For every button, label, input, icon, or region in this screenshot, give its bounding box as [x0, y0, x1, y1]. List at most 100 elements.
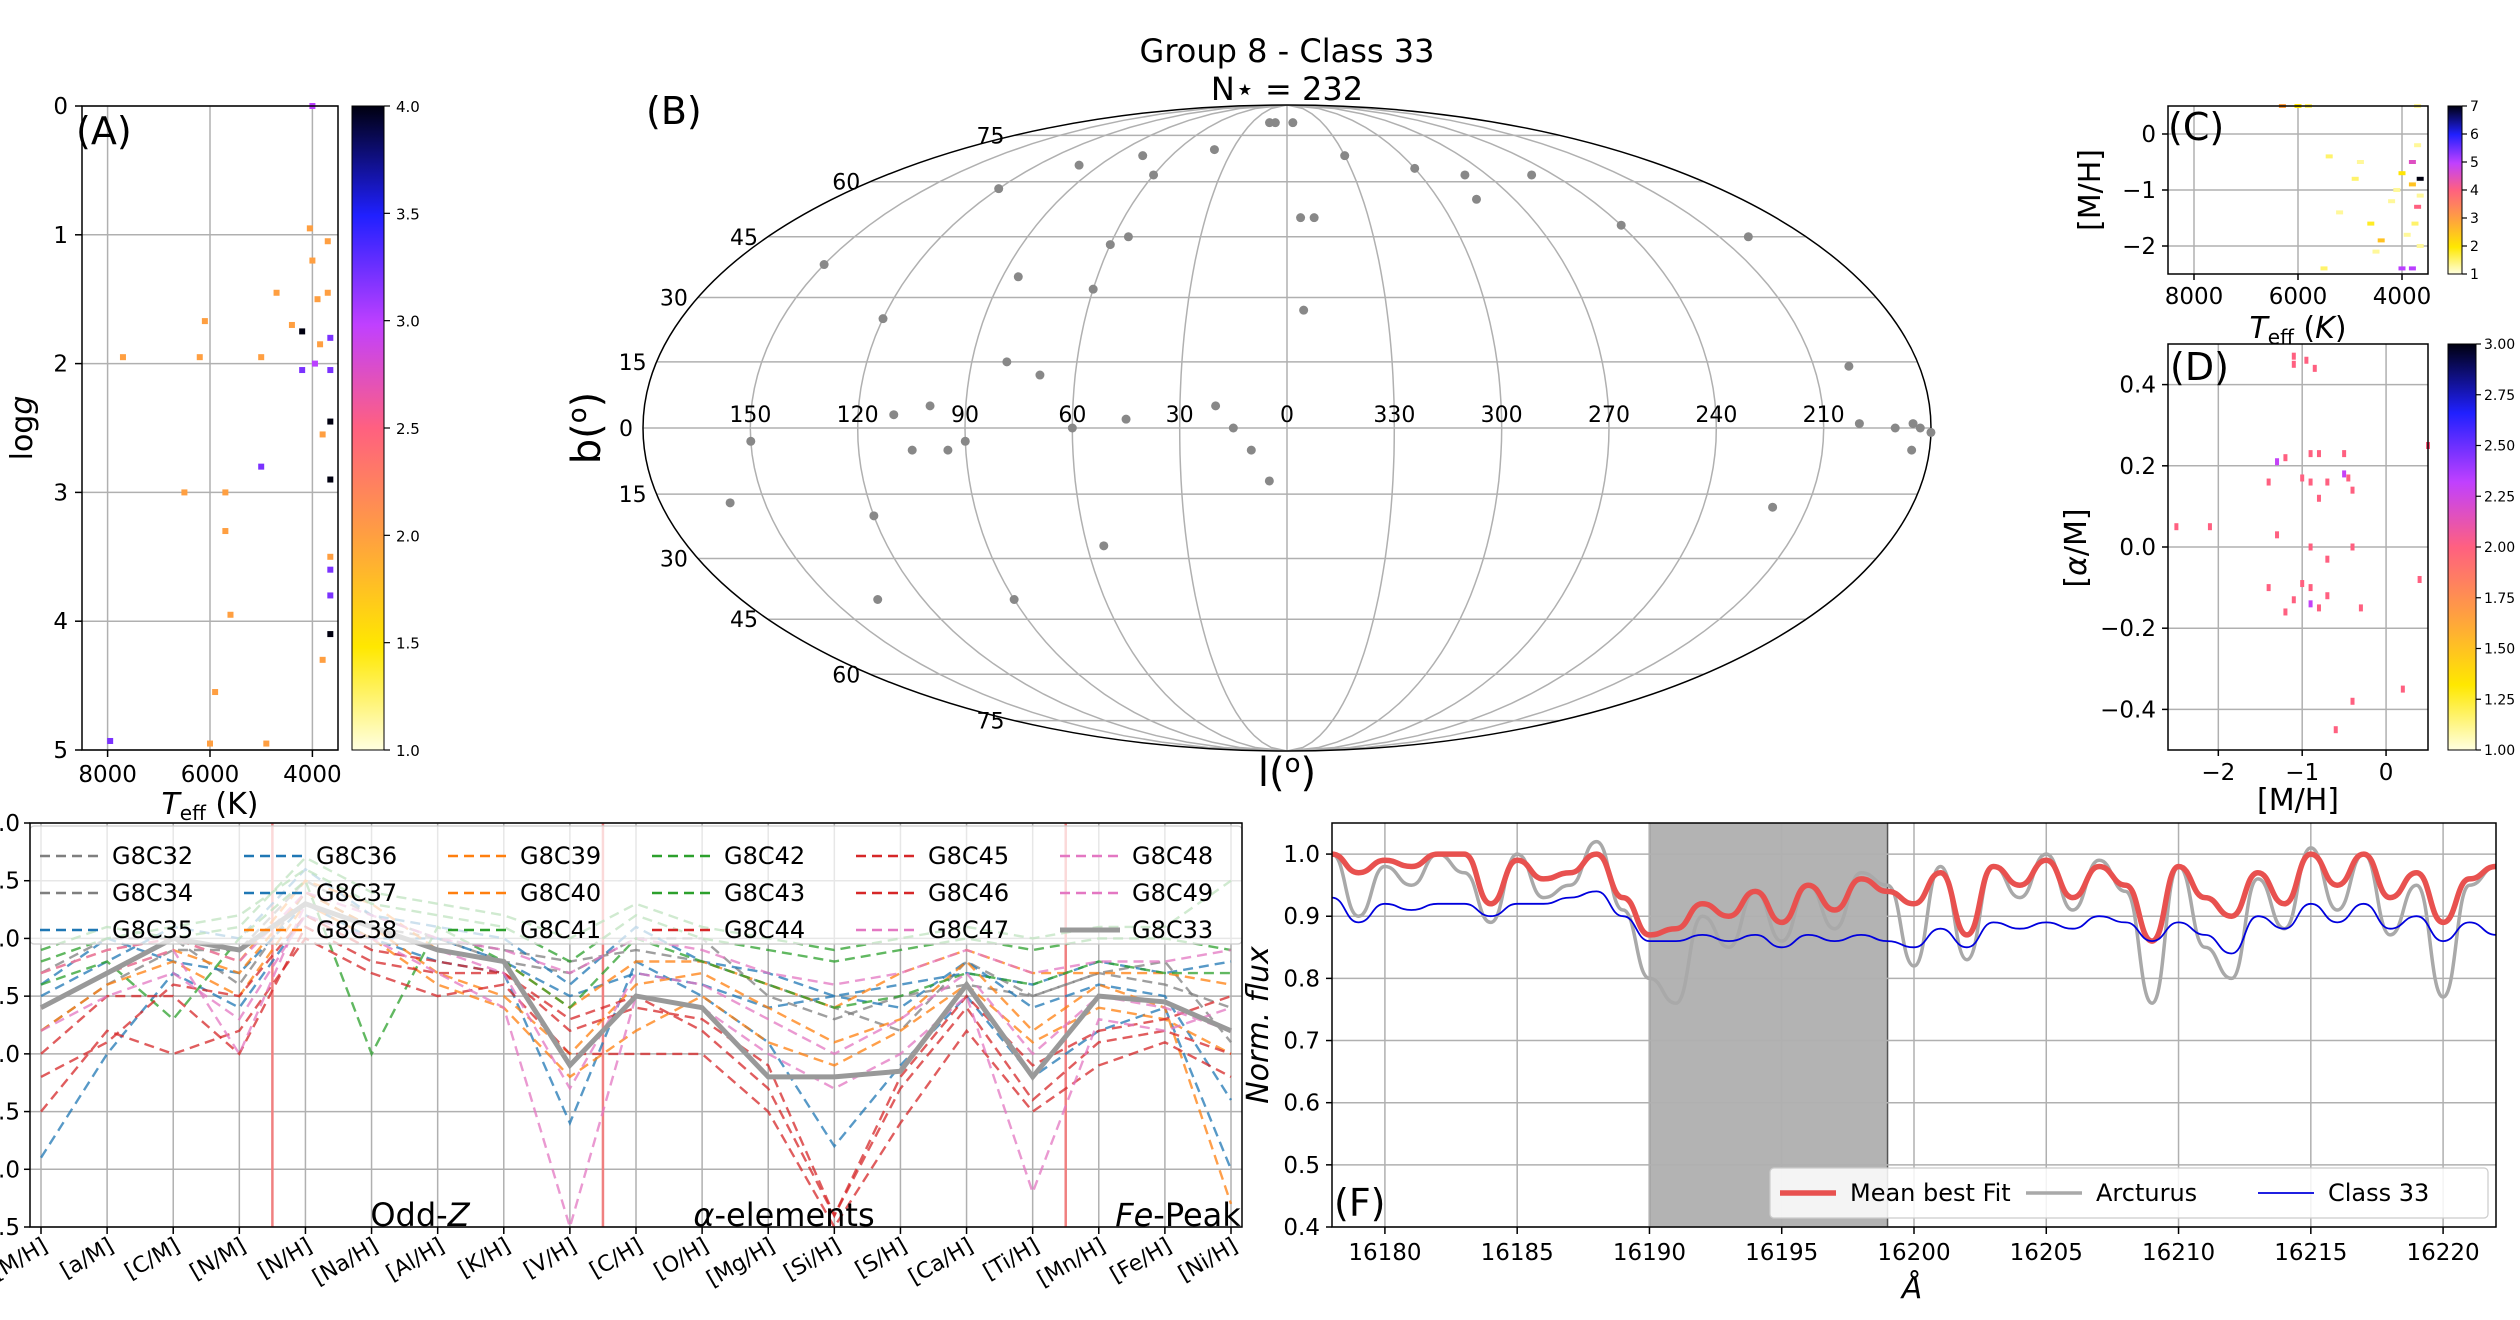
panel-e-xtick-label: [C/M]	[121, 1234, 185, 1285]
panel-e-xtick-label: [Si/H]	[780, 1234, 846, 1286]
panel-a-colorbar	[351, 105, 385, 751]
panel-d-point	[2333, 726, 2338, 734]
panel-d-point	[2350, 697, 2355, 705]
panel-b-lat-label: 15	[619, 351, 647, 376]
panel-f-label: (F)	[1334, 1181, 1386, 1225]
panel-a-point	[311, 360, 318, 367]
panel-c-ylabel: [M/H]	[2073, 149, 2108, 231]
panel-d-point	[2308, 584, 2313, 592]
panel-b-point	[1907, 445, 1917, 455]
panel-d-point	[2316, 604, 2321, 612]
panel-d-point	[2174, 523, 2179, 531]
panel-b-lon-label: 300	[1481, 403, 1523, 428]
panel-f-ytick-label: 0.5	[1283, 1153, 1320, 1179]
panel-e: G8C32 G8C34 G8C35 G8C36 G8C37 G8C38 G8C39 G8C40…	[0, 811, 1243, 1293]
panel-c-point	[2416, 244, 2424, 248]
panel-d-point	[2308, 450, 2313, 458]
panel-b-lat-label: 60	[832, 171, 860, 196]
panel-a-colorbar-label: 4.0	[396, 98, 420, 116]
panel-c-point	[2398, 266, 2406, 271]
panel-a-point	[227, 611, 234, 618]
panel-e-legend-label: G8C47	[928, 916, 1009, 944]
panel-a-point	[299, 328, 306, 335]
panel-d-point	[2275, 458, 2280, 466]
panel-a-colorbar-label: 3.0	[396, 313, 420, 331]
panel-d-ytick-label: 0.2	[2119, 454, 2156, 480]
panel-b-lat-label: 75	[976, 710, 1004, 735]
panel-d-colorbar-label: 2.00	[2484, 540, 2515, 556]
panel-b-point	[1246, 445, 1256, 455]
panel-b-point	[878, 314, 888, 324]
panel-c-colorbar-label: 2	[2470, 239, 2479, 255]
panel-a-point	[327, 553, 334, 560]
panel-d-colorbar-label: 1.50	[2484, 642, 2515, 658]
panel-a-ytick-label: 1	[53, 223, 68, 249]
panel-b-point	[1460, 170, 1470, 180]
panel-a-point	[309, 257, 316, 264]
panel-d-xlabel: [M/H]	[2257, 783, 2339, 818]
panel-a-ytick-label: 5	[53, 738, 68, 764]
panel-c-point	[2414, 204, 2422, 209]
panel-f-xtick-label: 16205	[2010, 1240, 2083, 1266]
panel-d-colorbar-label: 2.50	[2484, 439, 2515, 455]
panel-b-point	[725, 498, 735, 508]
panel-b-lat-label: 30	[660, 287, 688, 312]
group-label-odd-z: Odd-Z	[370, 1196, 470, 1234]
panel-b-point	[1471, 194, 1481, 204]
panel-a-point	[273, 289, 280, 296]
panel-d-ytick-label: −0.2	[2100, 616, 2156, 642]
panel-d-point	[2316, 494, 2321, 502]
figure-title: Group 8 - Class 33	[1140, 32, 1435, 70]
panel-d-point	[2358, 604, 2363, 612]
panel-d-xtick-label: −2	[2201, 760, 2235, 786]
panel-b: 150 120 90 60 30 0 330 300 270 240 210756045301507…	[563, 89, 1936, 796]
panel-b-meridian	[1286, 105, 1503, 751]
panel-f-xtick-label: 16190	[1613, 1240, 1686, 1266]
panel-e-legend-label: G8C35	[112, 916, 193, 944]
panel-b-point	[1410, 163, 1420, 173]
panel-e-series-line-g8c44	[40, 936, 1232, 1227]
panel-e-ytick-label: −1.0	[0, 1042, 20, 1068]
panel-e-xtick-label: [Ni/H]	[1174, 1234, 1242, 1288]
panel-f-ylabel: Norm. flux	[1241, 946, 1276, 1104]
panel-b-point	[1009, 595, 1019, 605]
panel-e-legend-label: G8C43	[724, 879, 805, 907]
panel-f-xtick-label: 16195	[1745, 1240, 1818, 1266]
panel-f-xlabel: Å	[1900, 1270, 1923, 1306]
panel-b-lat-label: 45	[730, 226, 758, 251]
panel-c-xlabel: Teff (K)	[2249, 311, 2346, 349]
panel-f-legend-label: Class 33	[2328, 1179, 2429, 1207]
panel-f-xtick-label: 16180	[1348, 1240, 1421, 1266]
panel-a-point	[324, 289, 331, 296]
panel-e-ytick-label: 0.0	[0, 926, 20, 952]
panel-d-point	[2304, 356, 2309, 364]
panel-d-colorbar-label: 1.00	[2484, 743, 2515, 759]
panel-e-xtick-label: [Mg/H]	[703, 1234, 780, 1293]
panel-b-point	[889, 410, 899, 420]
panel-d-point	[2300, 580, 2305, 588]
panel-d-point	[2417, 575, 2422, 583]
panel-b-point	[819, 260, 829, 270]
panel-a-point	[288, 321, 295, 328]
panel-d-point	[2300, 474, 2305, 482]
panel-b-meridian	[1286, 105, 1396, 751]
panel-e-ytick-label: −2.5	[0, 1215, 20, 1241]
panel-c-colorbar-label: 5	[2470, 155, 2479, 171]
panel-f: 16180 16185 16190 16195 16200 16205 16210 16215…	[1241, 822, 2497, 1306]
panel-b-point	[1035, 370, 1045, 380]
panel-b-point	[1138, 151, 1148, 161]
panel-b-lon-label: 150	[729, 403, 771, 428]
panel-b-point	[960, 436, 970, 446]
panel-b-point	[746, 436, 756, 446]
panel-b-point	[1890, 423, 1900, 433]
panel-b-point	[1228, 423, 1238, 433]
panel-b-point	[1099, 541, 1109, 551]
panel-b-meridian	[1178, 105, 1288, 751]
panel-c-point	[2416, 193, 2424, 198]
panel-c-xtick-label: 8000	[2165, 284, 2224, 310]
panel-d-point	[2291, 352, 2296, 360]
panel-b-point	[1926, 427, 1936, 437]
panel-a-ytick-label: 2	[53, 352, 68, 378]
panel-d-point	[2308, 478, 2313, 486]
panel-e-xtick-label: [Na/H]	[309, 1234, 383, 1291]
